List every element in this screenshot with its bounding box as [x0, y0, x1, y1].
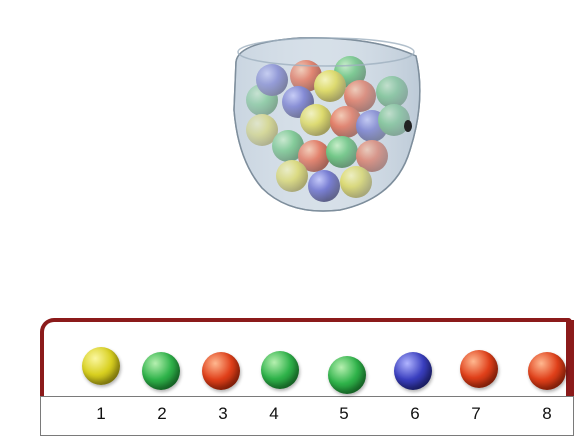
- ball-number-label: 5: [339, 404, 349, 423]
- ball-number-label: 3: [218, 404, 228, 423]
- ball-8-red: [528, 352, 566, 390]
- ball-5-green: [328, 356, 366, 394]
- tray-edge: [566, 320, 574, 396]
- ball-2-green: [142, 352, 180, 390]
- ball-4-green: [261, 351, 299, 389]
- ball-number-label: 6: [410, 404, 420, 423]
- ball-number-label: 7: [471, 404, 481, 423]
- ball-number-label: 2: [157, 404, 167, 423]
- ball-number-label: 4: [269, 404, 279, 423]
- ball-number-label: 1: [96, 404, 106, 423]
- bowl-rim: [237, 37, 415, 67]
- ball-3-red: [202, 352, 240, 390]
- bowl-hole: [404, 120, 412, 132]
- bowl-glass-overlay: [233, 37, 421, 212]
- number-label-box: [40, 396, 574, 436]
- ball-1-yellow: [82, 347, 120, 385]
- ball-number-label: 8: [542, 404, 552, 423]
- ball-6-blue: [394, 352, 432, 390]
- ball-7-red: [460, 350, 498, 388]
